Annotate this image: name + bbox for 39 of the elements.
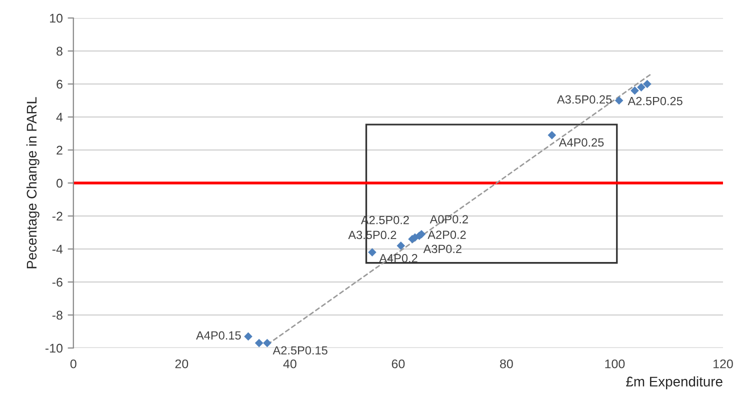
annotation: A4P0.2	[379, 254, 418, 262]
point	[630, 86, 639, 95]
x-tick-label: 80	[500, 359, 513, 368]
point	[548, 130, 556, 140]
annotation: A4P0.25	[558, 138, 604, 147]
y-tick-label: -6	[52, 278, 62, 287]
point	[396, 242, 406, 250]
x-tick-label: 20	[175, 359, 188, 368]
y-tick-label: 4	[56, 112, 63, 122]
y-tick-label: -2	[52, 212, 62, 221]
x-tick-label: 0	[70, 359, 76, 368]
y-tick-label: 2	[56, 146, 62, 155]
point	[244, 332, 252, 341]
y-tick-label: 8	[56, 46, 62, 56]
y-tick-label: -10	[45, 344, 62, 353]
annotation: A2.5P0.25	[628, 96, 682, 106]
y-tick-label: -4	[52, 244, 63, 254]
annotation: A3P0.2	[423, 244, 462, 254]
x-tick-label: 100	[605, 359, 625, 368]
point	[637, 83, 646, 92]
point	[263, 338, 272, 348]
annotation: A3.5P0.25	[557, 95, 612, 104]
x-axis-title: £m Expenditure	[626, 376, 722, 390]
x-tick-label: 40	[283, 359, 296, 368]
point	[254, 338, 264, 348]
point	[614, 96, 624, 105]
y-tick-label: 10	[50, 14, 62, 23]
y-tick-label: -8	[52, 310, 62, 320]
point	[368, 248, 376, 256]
annotation: A2P0.2	[428, 230, 466, 239]
annotation: A4P0.15	[196, 331, 241, 340]
annotation: A0P0.2	[430, 215, 468, 224]
y-axis-title: Pecentage Change in PARL	[26, 97, 40, 268]
y-tick-label: 0	[56, 178, 62, 188]
x-tick-label: 120	[714, 359, 733, 368]
x-tick-label: 60	[392, 359, 405, 368]
point	[643, 80, 652, 88]
annotation: A2.5P0.15	[272, 346, 328, 355]
y-tick-label: 6	[56, 80, 62, 89]
